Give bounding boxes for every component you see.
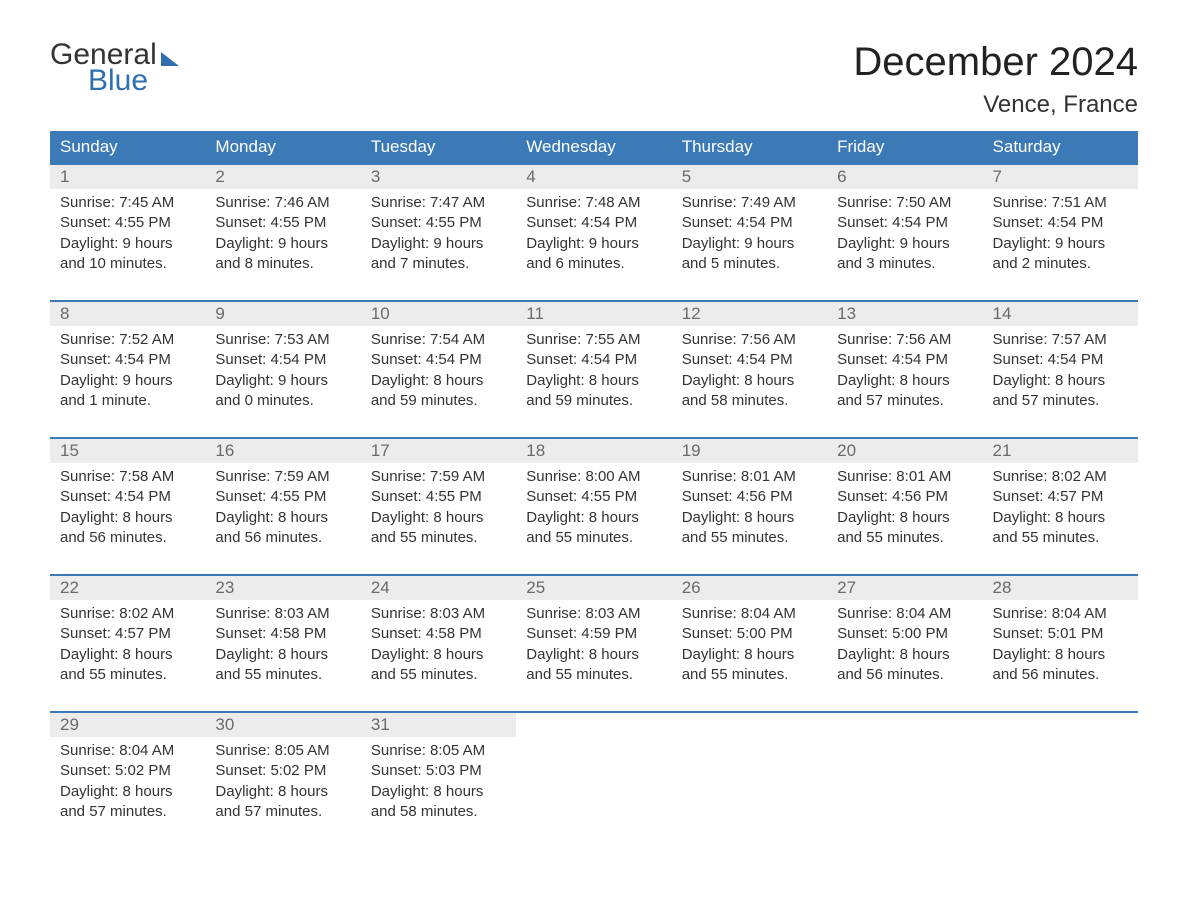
day-number-cell: 18 <box>516 439 671 463</box>
calendar-table: SundayMondayTuesdayWednesdayThursdayFrid… <box>50 131 1138 848</box>
day-number-row: 293031 <box>50 713 1138 737</box>
header: General Blue December 2024 Vence, France <box>50 40 1138 119</box>
day-number-cell <box>983 713 1138 737</box>
day-detail-cell: Sunrise: 7:58 AMSunset: 4:54 PMDaylight:… <box>50 463 205 575</box>
day-number-cell: 9 <box>205 302 360 326</box>
day-detail-cell <box>672 737 827 848</box>
brand-logo: General Blue <box>50 40 179 96</box>
day-number-cell: 28 <box>983 576 1138 600</box>
day-detail-cell: Sunrise: 8:02 AMSunset: 4:57 PMDaylight:… <box>50 600 205 712</box>
day-number-cell: 3 <box>361 165 516 189</box>
weekday-header: Friday <box>827 131 982 164</box>
day-number-row: 1234567 <box>50 165 1138 189</box>
logo-triangle-icon <box>161 52 179 66</box>
day-number-cell: 10 <box>361 302 516 326</box>
day-detail-cell: Sunrise: 7:57 AMSunset: 4:54 PMDaylight:… <box>983 326 1138 438</box>
day-number-cell <box>516 713 671 737</box>
title-block: December 2024 Vence, France <box>853 40 1138 119</box>
weekday-header: Sunday <box>50 131 205 164</box>
day-detail-cell: Sunrise: 7:56 AMSunset: 4:54 PMDaylight:… <box>672 326 827 438</box>
day-detail-cell: Sunrise: 7:50 AMSunset: 4:54 PMDaylight:… <box>827 189 982 301</box>
day-number-cell: 5 <box>672 165 827 189</box>
day-detail-row: Sunrise: 7:45 AMSunset: 4:55 PMDaylight:… <box>50 189 1138 301</box>
day-number-cell: 26 <box>672 576 827 600</box>
day-detail-cell: Sunrise: 7:45 AMSunset: 4:55 PMDaylight:… <box>50 189 205 301</box>
day-number-cell: 23 <box>205 576 360 600</box>
day-detail-cell: Sunrise: 7:59 AMSunset: 4:55 PMDaylight:… <box>205 463 360 575</box>
day-detail-cell: Sunrise: 8:03 AMSunset: 4:59 PMDaylight:… <box>516 600 671 712</box>
day-number-cell: 2 <box>205 165 360 189</box>
weekday-header-row: SundayMondayTuesdayWednesdayThursdayFrid… <box>50 131 1138 164</box>
day-detail-row: Sunrise: 7:52 AMSunset: 4:54 PMDaylight:… <box>50 326 1138 438</box>
day-detail-cell: Sunrise: 8:05 AMSunset: 5:02 PMDaylight:… <box>205 737 360 848</box>
day-detail-cell: Sunrise: 7:47 AMSunset: 4:55 PMDaylight:… <box>361 189 516 301</box>
month-title: December 2024 <box>853 40 1138 85</box>
logo-text-blue: Blue <box>88 66 179 96</box>
day-detail-cell: Sunrise: 7:49 AMSunset: 4:54 PMDaylight:… <box>672 189 827 301</box>
day-number-cell: 4 <box>516 165 671 189</box>
day-number-cell: 25 <box>516 576 671 600</box>
day-detail-cell: Sunrise: 7:48 AMSunset: 4:54 PMDaylight:… <box>516 189 671 301</box>
weekday-header: Saturday <box>983 131 1138 164</box>
day-number-cell: 19 <box>672 439 827 463</box>
day-number-cell: 8 <box>50 302 205 326</box>
day-detail-cell: Sunrise: 8:03 AMSunset: 4:58 PMDaylight:… <box>361 600 516 712</box>
day-number-cell: 30 <box>205 713 360 737</box>
day-detail-cell: Sunrise: 7:56 AMSunset: 4:54 PMDaylight:… <box>827 326 982 438</box>
day-detail-row: Sunrise: 7:58 AMSunset: 4:54 PMDaylight:… <box>50 463 1138 575</box>
day-number-cell: 29 <box>50 713 205 737</box>
day-detail-row: Sunrise: 8:04 AMSunset: 5:02 PMDaylight:… <box>50 737 1138 848</box>
day-number-row: 22232425262728 <box>50 576 1138 600</box>
day-detail-cell: Sunrise: 8:05 AMSunset: 5:03 PMDaylight:… <box>361 737 516 848</box>
day-detail-cell: Sunrise: 7:59 AMSunset: 4:55 PMDaylight:… <box>361 463 516 575</box>
day-detail-cell: Sunrise: 8:04 AMSunset: 5:02 PMDaylight:… <box>50 737 205 848</box>
day-number-cell: 27 <box>827 576 982 600</box>
day-number-cell: 15 <box>50 439 205 463</box>
day-number-cell: 7 <box>983 165 1138 189</box>
weekday-header: Thursday <box>672 131 827 164</box>
day-number-row: 891011121314 <box>50 302 1138 326</box>
weekday-header: Monday <box>205 131 360 164</box>
day-detail-cell: Sunrise: 8:03 AMSunset: 4:58 PMDaylight:… <box>205 600 360 712</box>
day-detail-cell: Sunrise: 8:04 AMSunset: 5:00 PMDaylight:… <box>827 600 982 712</box>
day-number-cell <box>827 713 982 737</box>
day-detail-cell: Sunrise: 7:54 AMSunset: 4:54 PMDaylight:… <box>361 326 516 438</box>
day-detail-cell: Sunrise: 7:53 AMSunset: 4:54 PMDaylight:… <box>205 326 360 438</box>
day-detail-cell: Sunrise: 8:00 AMSunset: 4:55 PMDaylight:… <box>516 463 671 575</box>
day-number-row: 15161718192021 <box>50 439 1138 463</box>
weekday-header: Wednesday <box>516 131 671 164</box>
day-number-cell <box>672 713 827 737</box>
day-detail-cell <box>827 737 982 848</box>
day-detail-cell <box>983 737 1138 848</box>
day-detail-cell <box>516 737 671 848</box>
day-number-cell: 24 <box>361 576 516 600</box>
weekday-header: Tuesday <box>361 131 516 164</box>
day-detail-cell: Sunrise: 8:01 AMSunset: 4:56 PMDaylight:… <box>672 463 827 575</box>
day-number-cell: 12 <box>672 302 827 326</box>
day-detail-cell: Sunrise: 8:04 AMSunset: 5:01 PMDaylight:… <box>983 600 1138 712</box>
location-label: Vence, France <box>853 91 1138 119</box>
day-number-cell: 1 <box>50 165 205 189</box>
day-detail-cell: Sunrise: 8:02 AMSunset: 4:57 PMDaylight:… <box>983 463 1138 575</box>
day-number-cell: 16 <box>205 439 360 463</box>
day-detail-row: Sunrise: 8:02 AMSunset: 4:57 PMDaylight:… <box>50 600 1138 712</box>
day-detail-cell: Sunrise: 7:51 AMSunset: 4:54 PMDaylight:… <box>983 189 1138 301</box>
day-number-cell: 21 <box>983 439 1138 463</box>
day-detail-cell: Sunrise: 7:55 AMSunset: 4:54 PMDaylight:… <box>516 326 671 438</box>
day-number-cell: 20 <box>827 439 982 463</box>
day-number-cell: 31 <box>361 713 516 737</box>
day-detail-cell: Sunrise: 8:04 AMSunset: 5:00 PMDaylight:… <box>672 600 827 712</box>
day-number-cell: 13 <box>827 302 982 326</box>
day-number-cell: 11 <box>516 302 671 326</box>
day-detail-cell: Sunrise: 8:01 AMSunset: 4:56 PMDaylight:… <box>827 463 982 575</box>
day-number-cell: 14 <box>983 302 1138 326</box>
day-detail-cell: Sunrise: 7:46 AMSunset: 4:55 PMDaylight:… <box>205 189 360 301</box>
day-number-cell: 22 <box>50 576 205 600</box>
day-number-cell: 6 <box>827 165 982 189</box>
day-number-cell: 17 <box>361 439 516 463</box>
day-detail-cell: Sunrise: 7:52 AMSunset: 4:54 PMDaylight:… <box>50 326 205 438</box>
